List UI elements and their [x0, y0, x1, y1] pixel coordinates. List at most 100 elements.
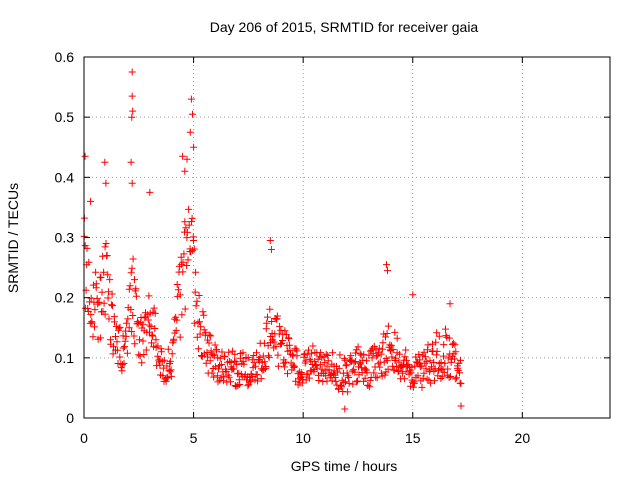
- data-point: [294, 370, 302, 378]
- data-point: [173, 281, 181, 288]
- data-point: [282, 358, 290, 366]
- data-point: [151, 325, 159, 332]
- data-point: [256, 353, 264, 361]
- data-point: [84, 305, 92, 312]
- data-point: [128, 179, 136, 187]
- data-point: [87, 311, 95, 319]
- data-point: [298, 379, 306, 387]
- data-point: [247, 377, 255, 385]
- y-tick-label: 0.4: [55, 169, 75, 185]
- data-point: [109, 350, 117, 358]
- data-point: [423, 358, 431, 366]
- data-point: [415, 351, 423, 358]
- data-point: [340, 354, 348, 362]
- y-axis-title: SRMTID / TECUs: [5, 183, 21, 293]
- data-point: [285, 335, 293, 343]
- data-point: [148, 339, 155, 347]
- data-point: [151, 309, 159, 317]
- data-point: [202, 359, 210, 367]
- data-point: [263, 319, 271, 327]
- data-point: [178, 311, 186, 319]
- data-point: [185, 205, 193, 213]
- data-point: [340, 378, 348, 386]
- data-point: [408, 363, 416, 371]
- data-point: [173, 316, 181, 324]
- data-point: [127, 269, 135, 277]
- data-point: [390, 366, 398, 374]
- data-point: [98, 288, 106, 296]
- data-point: [277, 326, 285, 334]
- data-point: [272, 342, 280, 350]
- data-point: [184, 256, 192, 264]
- data-point: [181, 167, 189, 175]
- data-point: [382, 333, 389, 341]
- data-point: [216, 362, 223, 370]
- data-point: [265, 352, 272, 360]
- data-point: [374, 351, 382, 359]
- data-point: [393, 334, 401, 342]
- data-point: [103, 252, 111, 259]
- data-point: [130, 332, 138, 340]
- data-point: [179, 258, 187, 266]
- data-point: [139, 320, 147, 328]
- data-point: [152, 343, 160, 351]
- data-point: [101, 158, 109, 166]
- data-point: [216, 354, 224, 362]
- data-point: [83, 244, 91, 252]
- y-tick-label: 0.1: [55, 350, 75, 366]
- data-point: [317, 349, 325, 357]
- data-point: [357, 360, 365, 368]
- data-point: [270, 338, 278, 346]
- data-point: [334, 368, 342, 376]
- data-point: [332, 377, 340, 385]
- data-point: [324, 357, 332, 365]
- data-point: [181, 305, 189, 313]
- data-point: [364, 381, 372, 389]
- data-point: [344, 388, 352, 396]
- data-point: [316, 361, 324, 369]
- data-point: [440, 341, 448, 349]
- data-point: [227, 359, 235, 366]
- data-point: [427, 379, 435, 387]
- data-point: [354, 377, 361, 385]
- data-point: [204, 336, 211, 344]
- data-point: [323, 362, 331, 370]
- data-point: [192, 302, 200, 310]
- data-point: [101, 310, 109, 318]
- data-point: [444, 354, 452, 362]
- data-point: [192, 268, 200, 276]
- data-point: [217, 361, 225, 368]
- data-point: [442, 325, 449, 333]
- data-point: [123, 319, 131, 327]
- data-point: [370, 369, 378, 377]
- data-point: [440, 368, 448, 376]
- data-point: [435, 332, 443, 340]
- data-point: [363, 369, 371, 377]
- data-point: [388, 353, 396, 361]
- data-point: [261, 358, 269, 366]
- data-point: [407, 369, 415, 377]
- data-point: [95, 298, 103, 306]
- data-point: [168, 350, 176, 358]
- data-point: [398, 369, 406, 377]
- data-point: [449, 339, 457, 347]
- data-point: [105, 315, 113, 323]
- data-point: [112, 333, 119, 340]
- data-point: [104, 288, 112, 296]
- data-point: [167, 366, 175, 374]
- data-point: [353, 378, 361, 386]
- data-point: [403, 356, 410, 364]
- data-point: [128, 92, 136, 100]
- data-point: [209, 351, 217, 359]
- data-point: [131, 276, 138, 284]
- data-point: [344, 372, 352, 380]
- data-point: [433, 347, 441, 355]
- data-point: [125, 324, 133, 332]
- data-point: [257, 375, 265, 383]
- data-point: [409, 383, 417, 391]
- data-point: [416, 363, 424, 371]
- data-point: [345, 379, 353, 387]
- data-point: [180, 250, 188, 258]
- data-point: [338, 383, 345, 391]
- data-point: [432, 338, 440, 346]
